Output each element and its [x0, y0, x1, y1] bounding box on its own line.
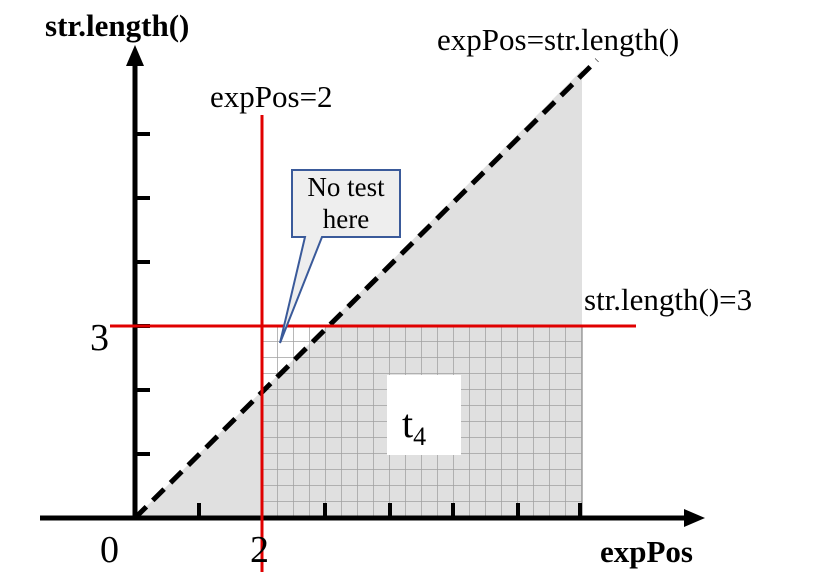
horizontal-label: str.length()=3 — [584, 282, 752, 317]
region-letter: t — [402, 401, 413, 446]
region-label: t4 — [402, 401, 426, 451]
x-tick-label: 2 — [250, 529, 269, 571]
vertical-label: expPos=2 — [210, 79, 333, 114]
callout-line: No test — [307, 172, 385, 202]
diagonal-label: expPos=str.length() — [437, 22, 679, 57]
y-arrow — [126, 45, 144, 66]
callout-line: here — [323, 204, 369, 234]
callout — [279, 169, 401, 344]
y-axis-label: str.length() — [45, 8, 189, 43]
origin-label: 0 — [100, 529, 119, 571]
region-subscript: 4 — [413, 422, 426, 451]
x-axis-label: expPos — [600, 534, 693, 569]
x-arrow — [684, 509, 705, 527]
y-tick-label: 3 — [90, 317, 109, 359]
region-box — [387, 375, 461, 455]
diagonal-line — [133, 58, 599, 520]
